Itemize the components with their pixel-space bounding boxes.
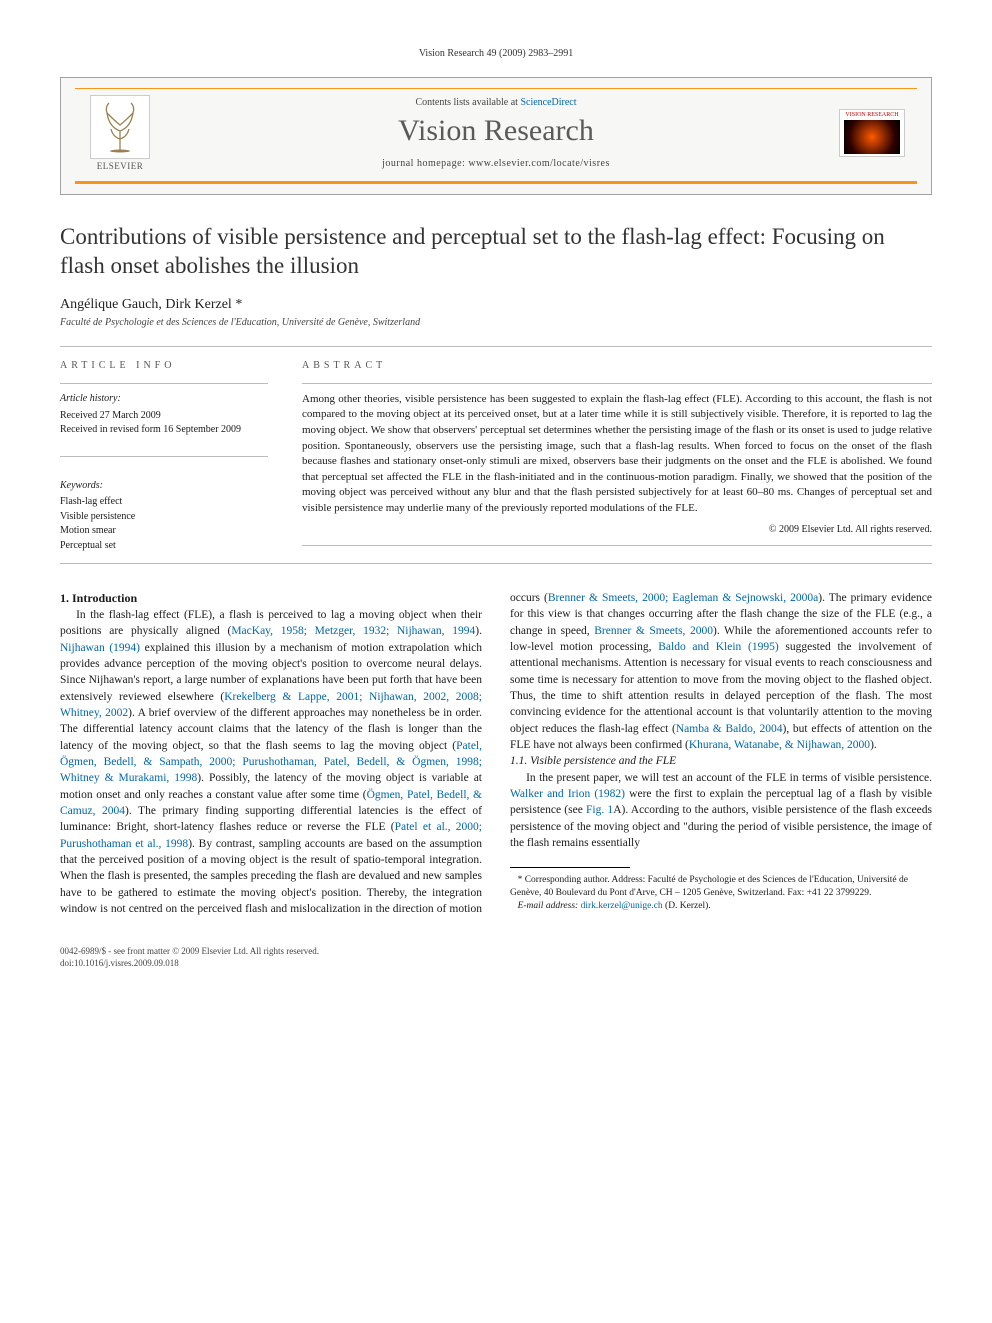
article-info-head: ARTICLE INFO (60, 359, 268, 374)
keyword-item: Visible persistence (60, 510, 268, 525)
divider (60, 346, 932, 347)
subsection-heading: 1.1. Visible persistence and the FLE (510, 753, 932, 769)
citation-link[interactable]: MacKay, 1958; Metzger, 1932; Nijhawan, 1… (231, 625, 475, 637)
body-paragraph: In the present paper, we will test an ac… (510, 770, 932, 852)
citation-link[interactable]: Brenner & Smeets, 2000 (594, 625, 713, 637)
history-head: Article history: (60, 392, 268, 407)
keyword-item: Motion smear (60, 524, 268, 539)
cover-thumb-block: VISION RESEARCH (827, 109, 917, 157)
author-list: Angélique Gauch, Dirk Kerzel * (60, 297, 932, 313)
homepage-label: journal homepage: (382, 158, 468, 169)
contents-list-line: Contents lists available at ScienceDirec… (165, 97, 827, 108)
accent-rule-bottom (75, 181, 917, 184)
history-revised: Received in revised form 16 September 20… (60, 423, 268, 438)
keyword-item: Flash-lag effect (60, 495, 268, 510)
corresponding-author-note: * Corresponding author. Address: Faculté… (510, 874, 932, 900)
journal-title: Vision Research (165, 114, 827, 148)
article-info-row: ARTICLE INFO Article history: Received 2… (60, 359, 932, 554)
journal-header-box: ELSEVIER Contents lists available at Sci… (60, 77, 932, 195)
abstract-block: ABSTRACT Among other theories, visible p… (302, 359, 932, 554)
copyright-line: © 2009 Elsevier Ltd. All rights reserved… (302, 523, 932, 537)
citation-link[interactable]: Khurana, Watanabe, & Nijhawan, 2000 (689, 739, 870, 751)
figure-link[interactable]: Fig. 1 (586, 804, 613, 816)
section-heading: 1. Introduction (60, 590, 482, 607)
citation-link[interactable]: Walker and Irion (1982) (510, 788, 625, 800)
citation-link[interactable]: Baldo and Klein (1995) (658, 641, 778, 653)
divider (60, 563, 932, 564)
keywords-head: Keywords: (60, 479, 268, 494)
footer-copyright: 0042-6989/$ - see front matter © 2009 El… (60, 945, 932, 957)
email-link[interactable]: dirk.kerzel@unige.ch (581, 901, 663, 911)
citation-link[interactable]: Nijhawan (1994) (60, 642, 140, 654)
history-received: Received 27 March 2009 (60, 409, 268, 424)
citation-link[interactable]: Namba & Baldo, 2004 (676, 723, 783, 735)
article-info-left: ARTICLE INFO Article history: Received 2… (60, 359, 268, 554)
footer-doi: doi:10.1016/j.visres.2009.09.018 (60, 957, 932, 969)
page: Vision Research 49 (2009) 2983–2991 ELSE… (0, 0, 992, 1000)
body-columns: 1. Introduction In the flash-lag effect … (60, 590, 932, 917)
publisher-block: ELSEVIER (75, 95, 165, 171)
abstract-head: ABSTRACT (302, 359, 932, 373)
abstract-text: Among other theories, visible persistenc… (302, 392, 932, 517)
journal-homepage-line: journal homepage: www.elsevier.com/locat… (165, 158, 827, 169)
accent-rule-top (75, 88, 917, 89)
email-line: E-mail address: dirk.kerzel@unige.ch (D.… (510, 900, 932, 913)
affiliation: Faculté de Psychologie et des Sciences d… (60, 317, 932, 328)
keyword-item: Perceptual set (60, 539, 268, 554)
footnote-block: * Corresponding author. Address: Faculté… (510, 874, 932, 912)
page-footer: 0042-6989/$ - see front matter © 2009 El… (60, 945, 932, 969)
elsevier-tree-icon (90, 95, 150, 159)
contents-prefix: Contents lists available at (415, 97, 520, 108)
footnote-rule (510, 867, 630, 868)
article-title: Contributions of visible persistence and… (60, 223, 932, 281)
journal-cover-icon: VISION RESEARCH (839, 109, 905, 157)
sciencedirect-link[interactable]: ScienceDirect (520, 97, 576, 108)
citation-link[interactable]: Brenner & Smeets, 2000; Eagleman & Sejno… (548, 592, 818, 604)
cover-thumb-title: VISION RESEARCH (845, 112, 898, 118)
publisher-label: ELSEVIER (97, 161, 144, 171)
homepage-url[interactable]: www.elsevier.com/locate/visres (468, 158, 610, 169)
running-head: Vision Research 49 (2009) 2983–2991 (60, 48, 932, 59)
cover-thumb-image (844, 120, 900, 154)
